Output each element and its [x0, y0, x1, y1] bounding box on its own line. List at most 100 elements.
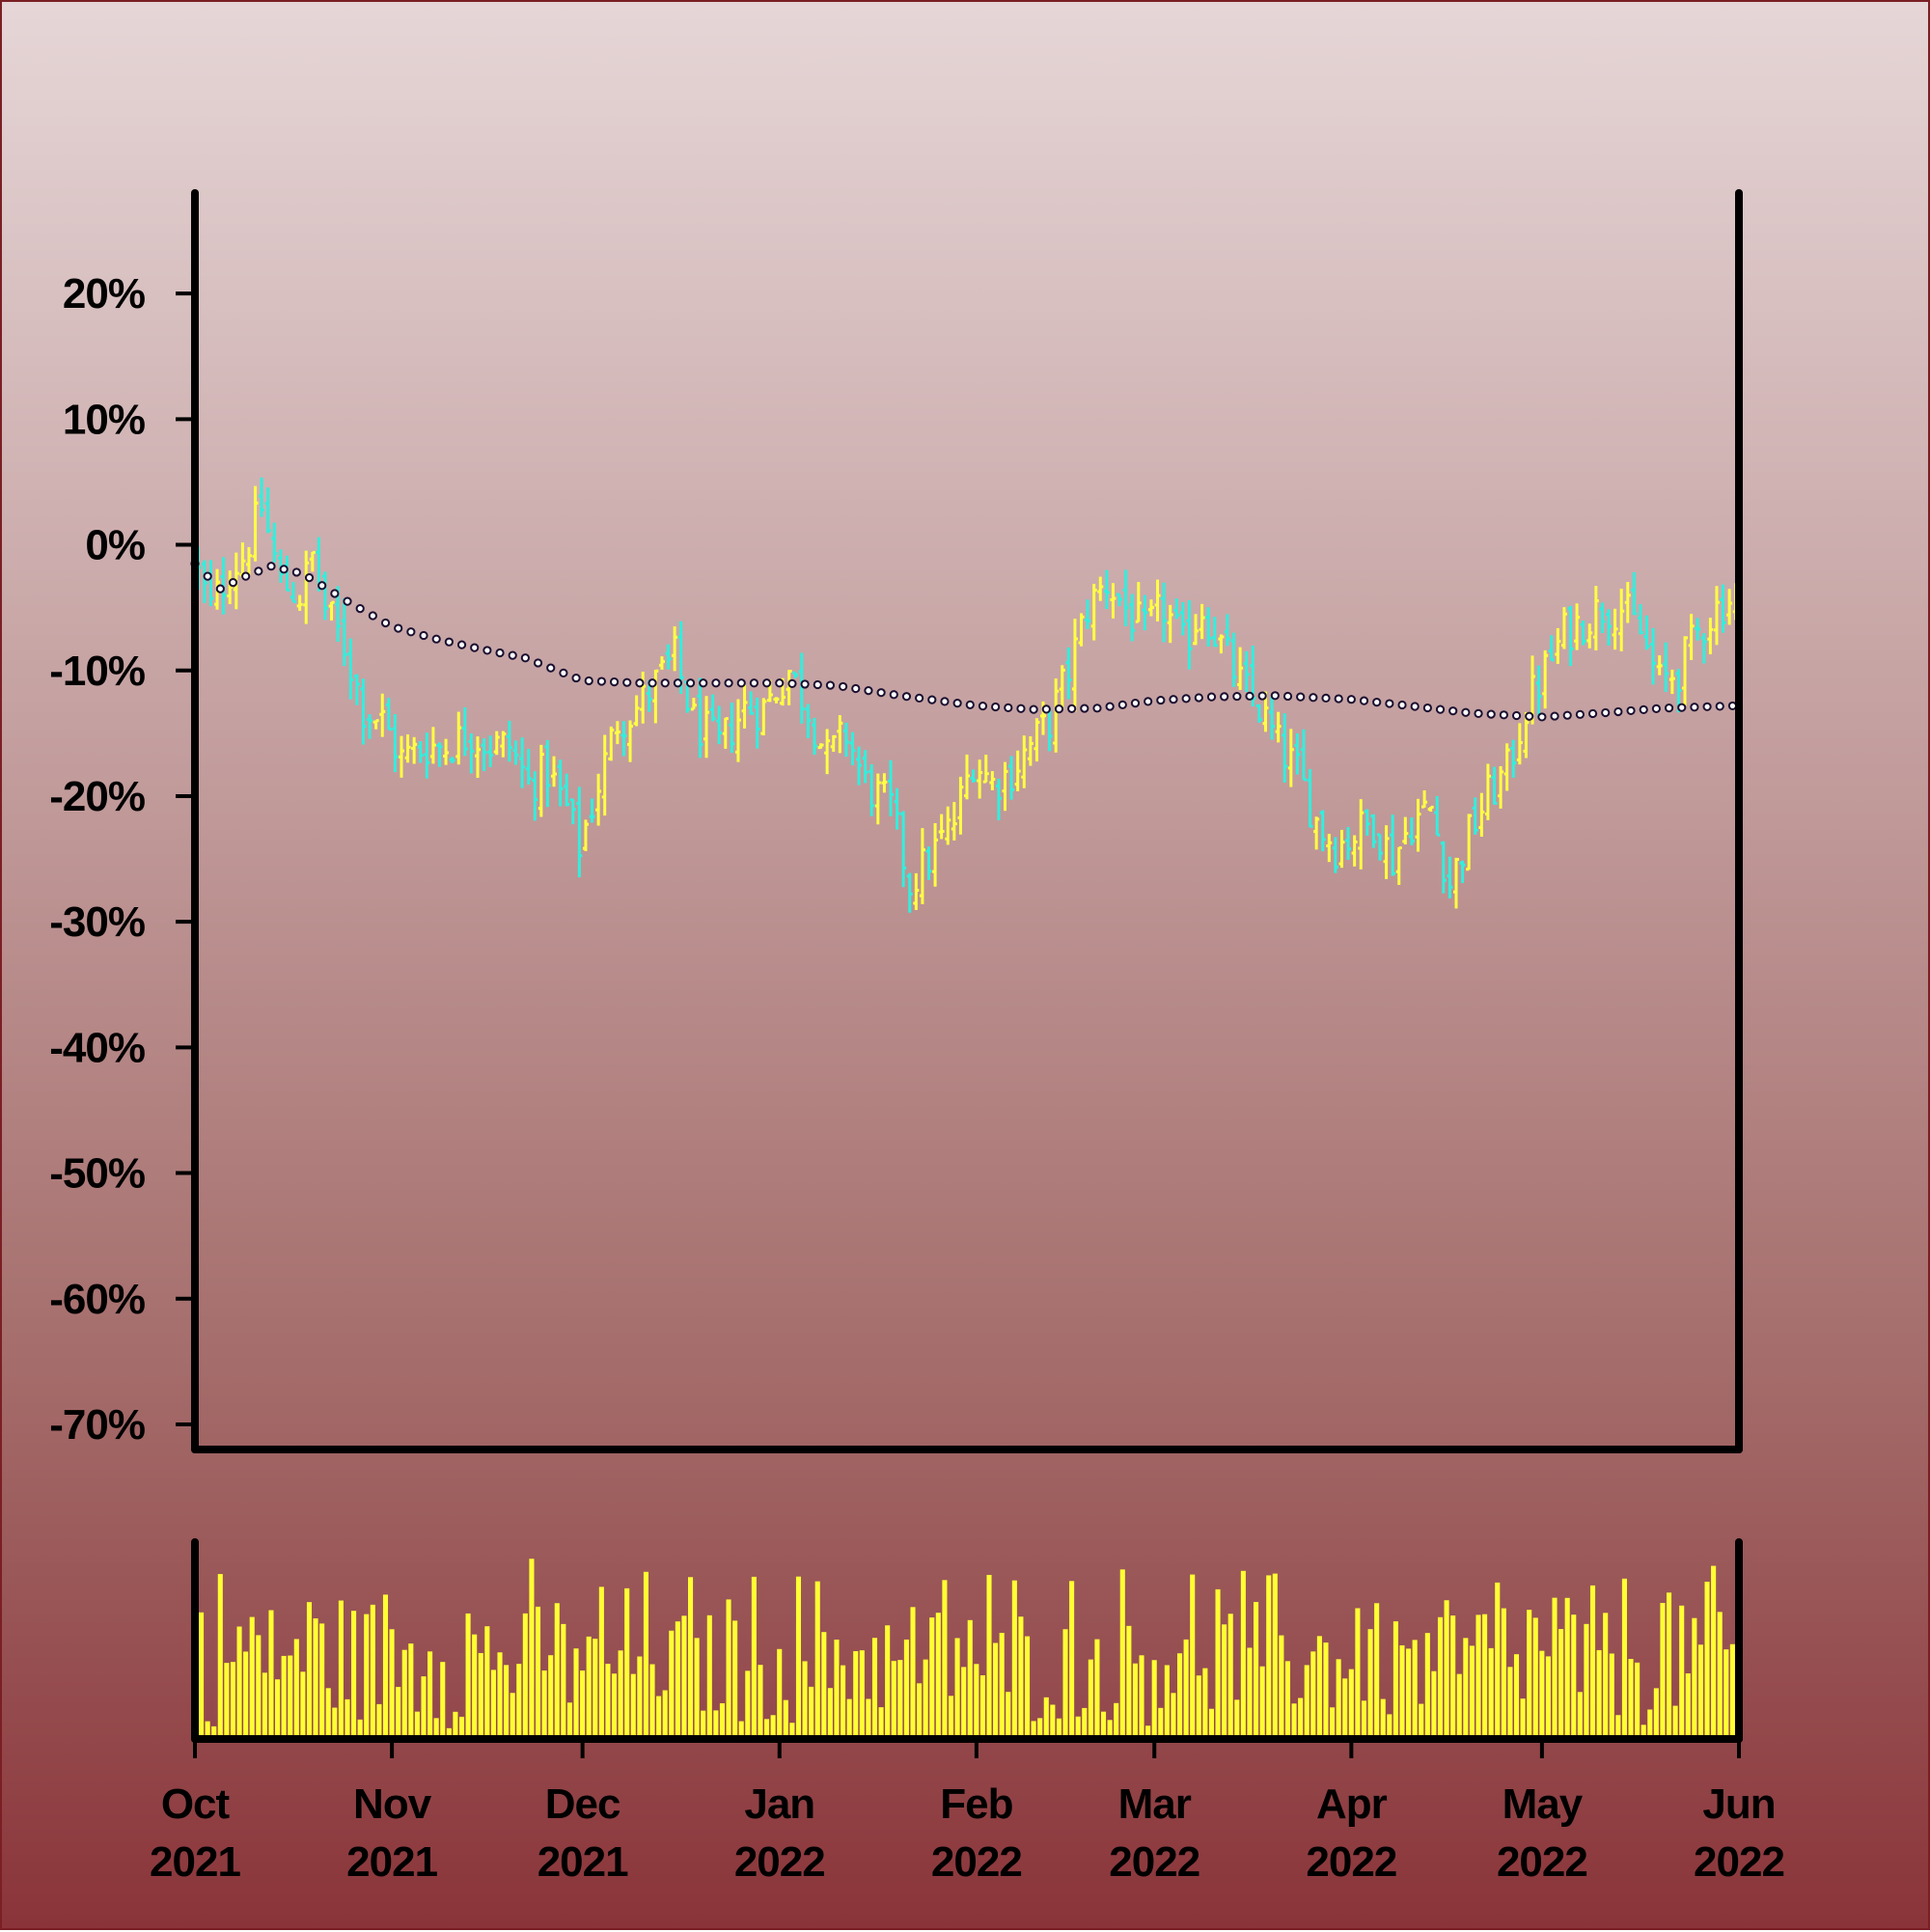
moving-average-point — [1727, 701, 1738, 711]
volume-bar — [313, 1618, 318, 1739]
volume-bar — [1240, 1570, 1246, 1739]
moving-average-point — [673, 678, 683, 688]
moving-average-point — [851, 683, 861, 694]
moving-average-point — [787, 678, 797, 688]
volume-bar — [1488, 1647, 1494, 1739]
moving-average-point — [1511, 710, 1522, 721]
volume-bar — [268, 1610, 274, 1739]
volume-bar — [897, 1660, 903, 1739]
moving-average-point — [825, 680, 836, 690]
volume-bar — [809, 1686, 814, 1739]
moving-average-point — [1296, 692, 1306, 702]
volume-bar — [859, 1650, 865, 1739]
moving-average-point — [546, 663, 556, 673]
moving-average-point — [1690, 703, 1699, 712]
volume-bar — [1151, 1660, 1157, 1739]
volume-bar — [624, 1587, 630, 1739]
moving-average-point — [1080, 704, 1089, 713]
volume-bar — [1431, 1670, 1437, 1739]
moving-average-point — [749, 678, 759, 688]
volume-bar — [408, 1643, 414, 1739]
volume-bar — [1692, 1617, 1697, 1739]
volume-bar — [484, 1626, 490, 1739]
moving-average-point — [927, 695, 937, 704]
volume-bar — [1513, 1654, 1520, 1739]
volume-bar — [1208, 1708, 1214, 1739]
volume-bar — [1558, 1629, 1564, 1739]
volume-bar — [1628, 1659, 1634, 1739]
moving-average-point — [470, 643, 480, 652]
x-tick-label-year: 2022 — [734, 1838, 825, 1886]
moving-average-point — [394, 623, 403, 633]
volume-bar — [986, 1574, 992, 1739]
volume-bar — [885, 1625, 891, 1739]
volume-bar — [1132, 1663, 1138, 1739]
volume-bar — [802, 1661, 808, 1739]
volume-bar — [262, 1672, 267, 1739]
moving-average-point — [1385, 699, 1394, 708]
volume-bar — [1088, 1659, 1093, 1739]
moving-average-point — [609, 677, 620, 687]
moving-average-point — [1181, 694, 1191, 704]
volume-bar — [529, 1559, 535, 1739]
volume-bar — [643, 1571, 648, 1739]
volume-bar — [948, 1696, 954, 1739]
volume-bar — [504, 1665, 510, 1739]
x-axis-ticks: Oct 2021 Nov 2021 Dec 2021 Jan 2022 Feb 2022 Mar 20… — [150, 1739, 1785, 1886]
volume-bar — [1729, 1643, 1735, 1739]
volume-bar — [1640, 1725, 1646, 1739]
volume-bar — [637, 1656, 643, 1739]
volume-bar — [1596, 1649, 1602, 1739]
volume-bar — [199, 1612, 205, 1739]
moving-average-point — [864, 685, 873, 696]
volume-bar — [1316, 1636, 1322, 1739]
moving-average-point — [368, 611, 377, 621]
moving-average-point — [952, 699, 962, 708]
volume-bar — [1043, 1697, 1049, 1739]
moving-average-point — [584, 676, 593, 686]
volume-bar — [293, 1639, 299, 1739]
moving-average-point — [1587, 708, 1598, 719]
volume-bar — [1666, 1592, 1672, 1739]
volume-bar — [275, 1679, 281, 1739]
volume-bar — [649, 1664, 655, 1739]
moving-average-point — [508, 650, 517, 660]
volume-bar — [1621, 1578, 1627, 1739]
volume-bar — [630, 1673, 636, 1739]
moving-average-point — [1448, 706, 1458, 716]
moving-average-point — [1016, 704, 1026, 713]
moving-average-point — [901, 692, 912, 702]
moving-average-point — [1601, 707, 1611, 718]
y-axis-ticks: 20% 10% 0% -10% -20% -30% -40% -50% -60% -70% — [49, 270, 195, 1449]
volume-bar — [979, 1675, 985, 1739]
volume-bar — [770, 1715, 776, 1739]
volume-bar — [357, 1719, 363, 1739]
volume-bar — [1100, 1711, 1107, 1739]
moving-average-point — [724, 678, 733, 688]
moving-average-point — [203, 571, 212, 581]
volume-bar — [1387, 1714, 1392, 1739]
y-tick-label: -20% — [49, 773, 145, 820]
moving-average-point — [1092, 704, 1102, 713]
volume-series — [199, 1559, 1742, 1739]
volume-bar — [1717, 1612, 1723, 1739]
volume-bar — [396, 1687, 401, 1739]
volume-bar — [1266, 1575, 1272, 1739]
volume-bar — [1495, 1582, 1501, 1739]
volume-bar — [967, 1619, 973, 1739]
moving-average-point — [1537, 712, 1547, 722]
volume-bar — [726, 1599, 731, 1739]
moving-average-point — [1117, 700, 1127, 709]
volume-bar — [1532, 1617, 1538, 1739]
volume-bar — [325, 1688, 331, 1739]
volume-bar — [1571, 1615, 1577, 1739]
volume-bar — [1482, 1614, 1488, 1739]
volume-bar — [1419, 1703, 1424, 1739]
volume-bar — [1298, 1697, 1304, 1739]
volume-bar — [694, 1638, 700, 1739]
volume-bar — [236, 1626, 242, 1739]
volume-bar — [300, 1671, 306, 1739]
volume-bar — [701, 1710, 706, 1739]
volume-bar — [1107, 1720, 1113, 1739]
volume-bar — [522, 1613, 528, 1739]
